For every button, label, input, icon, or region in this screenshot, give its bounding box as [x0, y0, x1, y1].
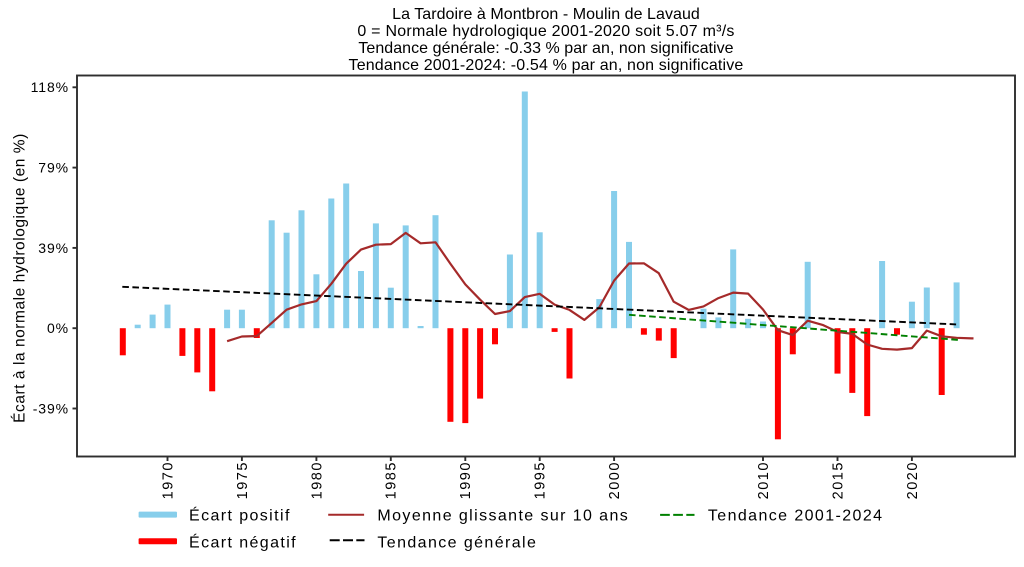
svg-text:Tendance 2001-2024: -0.54 % pa: Tendance 2001-2024: -0.54 % par an, non … — [349, 57, 744, 74]
svg-text:39%: 39% — [38, 240, 69, 256]
svg-text:79%: 79% — [38, 160, 69, 176]
svg-text:1980: 1980 — [309, 461, 325, 499]
svg-text:2015: 2015 — [830, 461, 846, 499]
svg-text:118%: 118% — [31, 79, 69, 95]
svg-text:Tendance générale: -0.33 % par: Tendance générale: -0.33 % par an, non s… — [358, 40, 733, 57]
svg-text:1990: 1990 — [458, 461, 474, 499]
svg-text:0 = Normale hydrologique 2001-: 0 = Normale hydrologique 2001-2020 soit … — [357, 23, 734, 40]
svg-text:2020: 2020 — [905, 461, 921, 499]
svg-text:0%: 0% — [47, 320, 69, 336]
svg-text:La Tardoire à Montbron - Mouli: La Tardoire à Montbron - Moulin de Lavau… — [392, 6, 700, 23]
svg-text:2000: 2000 — [607, 461, 623, 499]
svg-text:1975: 1975 — [235, 461, 251, 499]
svg-text:1970: 1970 — [160, 461, 176, 499]
svg-text:Écart positif: Écart positif — [189, 506, 291, 525]
svg-text:1995: 1995 — [533, 461, 549, 499]
svg-text:1985: 1985 — [384, 461, 400, 499]
svg-text:Tendance générale: Tendance générale — [377, 535, 537, 552]
svg-text:-39%: -39% — [33, 400, 69, 416]
svg-text:Écart négatif: Écart négatif — [189, 533, 297, 552]
svg-text:Écart à la normale hydrologiqu: Écart à la normale hydrologique (en %) — [12, 133, 29, 423]
svg-text:Moyenne glissante sur 10 ans: Moyenne glissante sur 10 ans — [377, 508, 629, 525]
svg-text:Tendance 2001-2024: Tendance 2001-2024 — [708, 508, 884, 525]
svg-text:2010: 2010 — [756, 461, 772, 499]
